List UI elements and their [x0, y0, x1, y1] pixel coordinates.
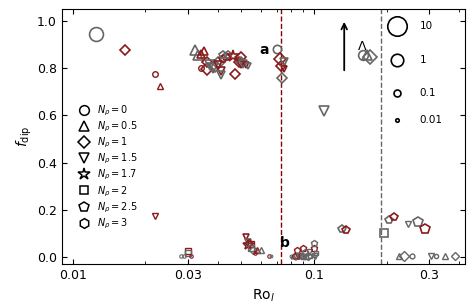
Text: $\Lambda$: $\Lambda$: [356, 40, 367, 52]
Text: a: a: [259, 44, 269, 57]
X-axis label: Ro$_l$: Ro$_l$: [252, 287, 274, 304]
Text: 10: 10: [419, 21, 432, 31]
Legend: $N_\rho = 0$, $N_\rho = 0.5$, $N_\rho = 1$, $N_\rho = 1.5$, $N_\rho = 1.7$, $N_\: $N_\rho = 0$, $N_\rho = 0.5$, $N_\rho = …: [71, 99, 141, 235]
Text: 0.1: 0.1: [419, 88, 436, 98]
Text: 1: 1: [419, 55, 426, 64]
Text: b: b: [280, 236, 290, 250]
Text: 0.01: 0.01: [419, 115, 442, 125]
Y-axis label: $f_{\rm dip}$: $f_{\rm dip}$: [15, 126, 34, 147]
